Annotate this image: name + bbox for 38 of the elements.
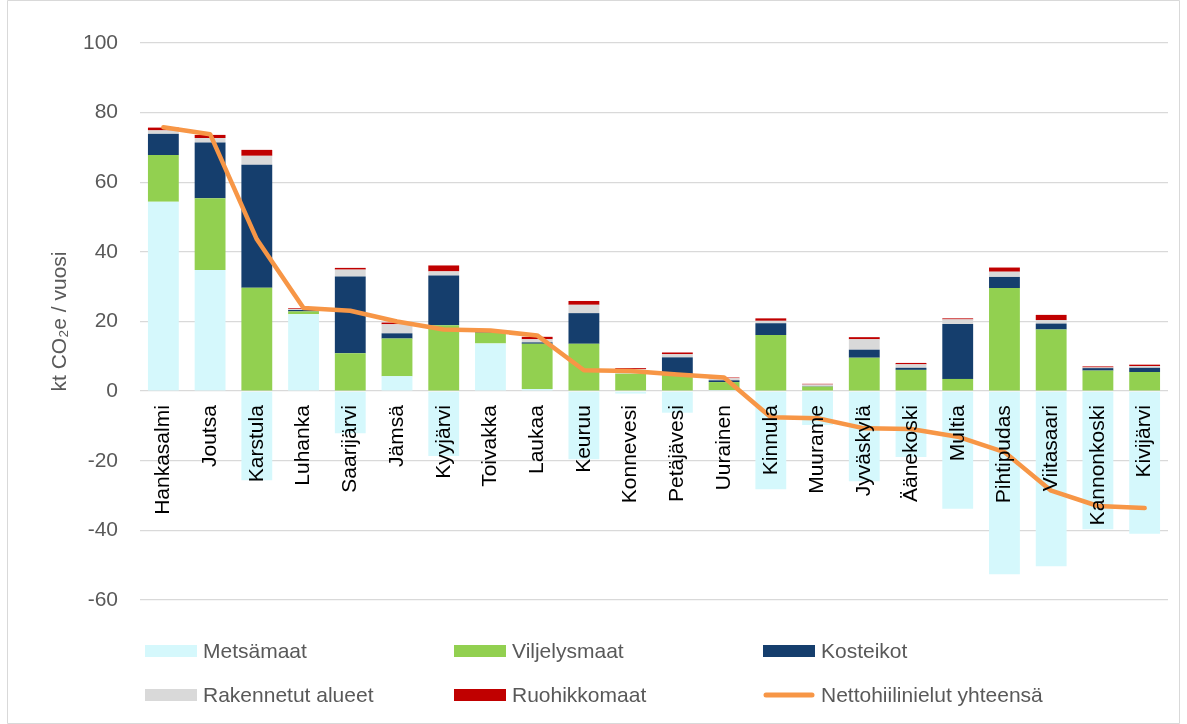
x-tick-label: Konnevesi: [617, 405, 641, 504]
y-tick-label: 0: [106, 377, 118, 401]
legend-label: Kosteikot: [821, 638, 908, 662]
x-tick-label: Toivakka: [477, 404, 501, 487]
x-tick-label: Kyyjärvi: [430, 405, 454, 479]
x-tick-label: Uurainen: [710, 405, 734, 491]
legend-label: Nettohiilinielut yhteensä: [821, 682, 1044, 706]
x-tick-label: Petäjävesi: [664, 405, 688, 503]
y-tick-label: 40: [94, 238, 118, 262]
x-tick-label: Viitasaari: [1037, 405, 1061, 492]
y-tick-label: 20: [94, 308, 118, 332]
x-tick-label: Karstula: [243, 404, 267, 483]
y-tick-label: -60: [87, 586, 118, 610]
x-tick-label: Kinnula: [757, 404, 781, 476]
x-tick-label: Multia: [944, 404, 968, 462]
x-tick-label: Kannonkoski: [1084, 405, 1108, 526]
legend-label: Viljelysmaat: [512, 638, 624, 662]
y-tick-label: -40: [87, 517, 118, 541]
y-tick-label: 100: [82, 29, 118, 53]
x-tick-label: Joutsa: [196, 404, 220, 467]
x-tick-label: Laukaa: [523, 404, 547, 475]
legend-label: Metsämaat: [203, 638, 308, 662]
x-tick-label: Äänekoski: [897, 405, 921, 503]
x-tick-label: Saarijärvi: [337, 405, 361, 493]
x-tick-label: Hankasalmi: [150, 405, 174, 515]
x-tick-label: Jämsä: [383, 404, 407, 467]
x-tick-label: Keuruu: [570, 405, 594, 473]
legend-label: Rakennetut alueet: [203, 682, 374, 706]
legend-label: Ruohikkomaat: [512, 682, 647, 706]
y-tick-label: 80: [94, 99, 118, 123]
y-axis-title: kt CO₂e / vuosi: [47, 251, 71, 392]
y-tick-label: 60: [94, 169, 118, 193]
x-tick-label: Muurame: [804, 405, 828, 494]
x-tick-label: Kivijärvi: [1131, 405, 1155, 478]
x-tick-label: Jyväskylä: [851, 404, 875, 497]
x-tick-label: Luhanka: [290, 404, 314, 486]
x-tick-label: Pihtipudas: [991, 405, 1015, 504]
y-tick-label: -20: [87, 447, 118, 471]
